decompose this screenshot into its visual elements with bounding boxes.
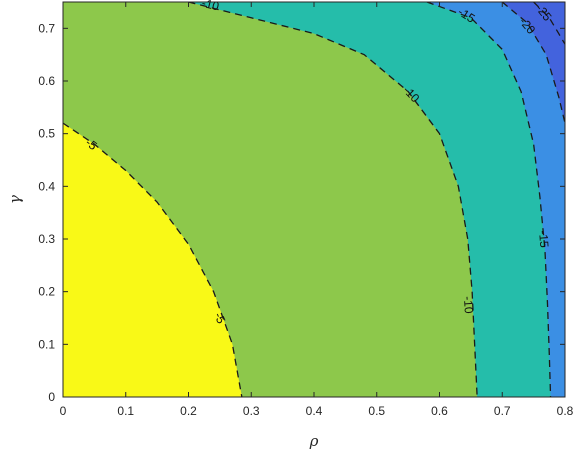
contour-line--10 xyxy=(188,2,478,397)
contour-labels: -5-5-10-10-10-15-15-20-25 xyxy=(83,0,555,326)
contour-fills xyxy=(63,2,565,397)
y-tick-label: 0.2 xyxy=(38,285,55,299)
x-tick-label: 0.5 xyxy=(368,404,385,418)
x-tick-label: 0.1 xyxy=(117,404,134,418)
x-axis-ticks: 0 0.1 0.2 0.3 0.4 0.5 0.6 0.7 0.8 xyxy=(60,2,574,418)
contour-lines xyxy=(63,2,565,397)
y-tick-label: 0.5 xyxy=(38,127,55,141)
x-tick-label: 0.4 xyxy=(306,404,323,418)
contour-label-group: -10 xyxy=(461,296,476,315)
contour-label-group: -5 xyxy=(83,135,100,153)
contour-label-group: -15 xyxy=(536,230,551,249)
contour-label-group: -10 xyxy=(200,0,221,14)
y-axis-label: γ xyxy=(6,195,24,204)
x-tick-label: 0.6 xyxy=(431,404,448,418)
contour-line--15 xyxy=(426,2,552,397)
y-tick-label: 0.3 xyxy=(38,232,55,246)
x-axis-label: ρ xyxy=(309,432,319,450)
x-tick-label: 0.8 xyxy=(557,404,574,418)
region-innermost xyxy=(63,123,242,397)
contour-label--10: -10 xyxy=(461,296,476,315)
contour-label-group: -5 xyxy=(211,310,228,326)
contour-label--15: -15 xyxy=(536,230,551,249)
y-axis-ticks: 0 0.1 0.2 0.3 0.4 0.5 0.6 0.7 xyxy=(38,21,565,404)
contour-label--10: -10 xyxy=(200,0,221,14)
contour-line--20 xyxy=(501,2,565,124)
x-tick-label: 0.3 xyxy=(243,404,260,418)
x-tick-label: 0.2 xyxy=(180,404,197,418)
y-tick-label: 0.6 xyxy=(38,74,55,88)
y-tick-label: 0.7 xyxy=(38,21,55,35)
contour-line--5 xyxy=(63,122,243,397)
x-tick-label: 0 xyxy=(60,404,67,418)
x-tick-label: 0.7 xyxy=(494,404,511,418)
y-tick-label: 0 xyxy=(48,390,55,404)
y-tick-label: 0.1 xyxy=(38,337,55,351)
y-tick-label: 0.4 xyxy=(38,179,55,193)
